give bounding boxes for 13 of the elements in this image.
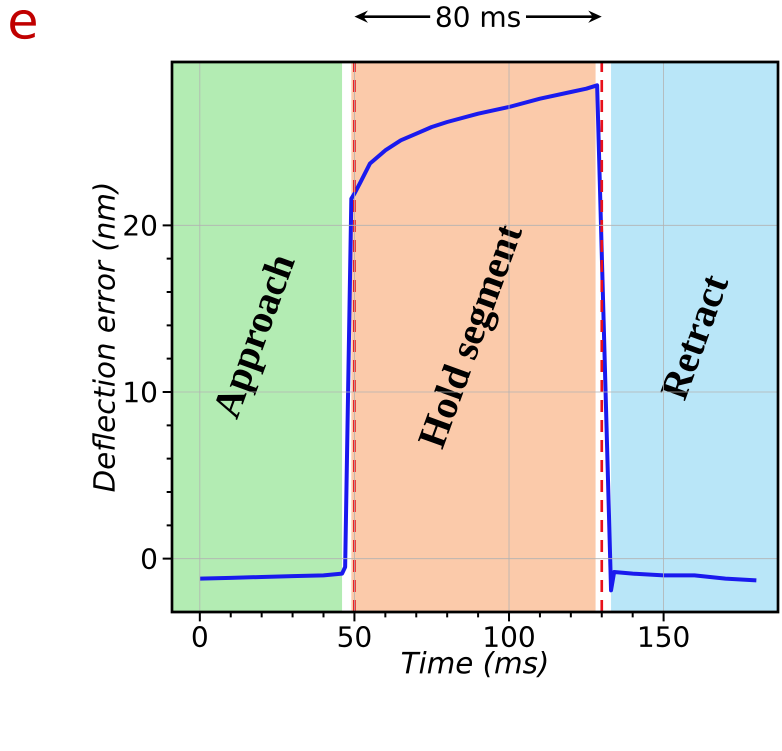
x-tick-label: 100 xyxy=(485,626,534,648)
y-tick-label: 10 xyxy=(125,381,156,403)
band-label: Hold segment xyxy=(418,224,522,450)
text: 80 ms xyxy=(436,6,520,28)
x-tick-label: 150 xyxy=(640,626,688,648)
x-axis-title: Time (ms) xyxy=(402,651,546,678)
y-tick-label: 20 xyxy=(124,214,156,236)
band-label: Retract xyxy=(660,275,728,402)
x-tick-label: 50 xyxy=(338,626,370,648)
y-axis-title: Deflection error (nm) xyxy=(92,184,119,492)
y-tick-label: 0 xyxy=(142,548,156,570)
x-tick-label: 0 xyxy=(192,626,207,648)
text: e xyxy=(10,10,36,40)
